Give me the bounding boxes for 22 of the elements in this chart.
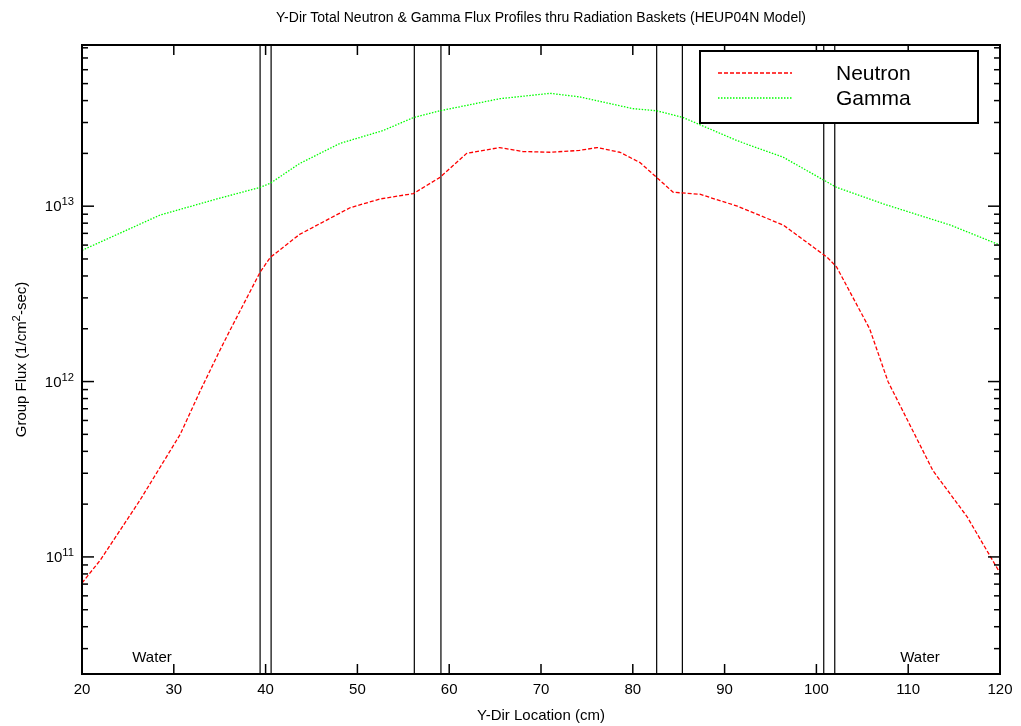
x-tick-label: 120 [987, 680, 1013, 697]
x-tick-label: 80 [624, 680, 642, 697]
annotation: Water [132, 648, 172, 665]
x-axis-title: Y-Dir Location (cm) [477, 706, 605, 723]
y-tick-label: 10$^{12}$ [44, 370, 74, 390]
chart-title: Y-Dir Total Neutron & Gamma Flux Profiles thru Radiation Baskets (HEUP04N Model) [276, 9, 806, 25]
x-tick-label: 30 [165, 680, 183, 697]
x-tick-label: 40 [257, 680, 274, 697]
y-tick-label: 10$^{13}$ [44, 195, 74, 215]
line-series [81, 146, 1001, 584]
x-tick-label: 70 [532, 680, 550, 697]
x-tick-label: 90 [716, 680, 733, 697]
legend-label: Neutron [836, 61, 911, 84]
x-tick-label: 110 [896, 680, 921, 697]
legend-label: Gamma [836, 86, 911, 109]
x-tick-label: 20 [73, 680, 91, 697]
y-tick-label: 10$^{11}$ [45, 545, 74, 565]
x-tick-label: 50 [349, 680, 366, 697]
x-tick-label: 100 [803, 680, 829, 697]
x-tick-label: 60 [440, 680, 458, 697]
annotation: Water [900, 648, 940, 665]
line-series [81, 92, 1001, 251]
